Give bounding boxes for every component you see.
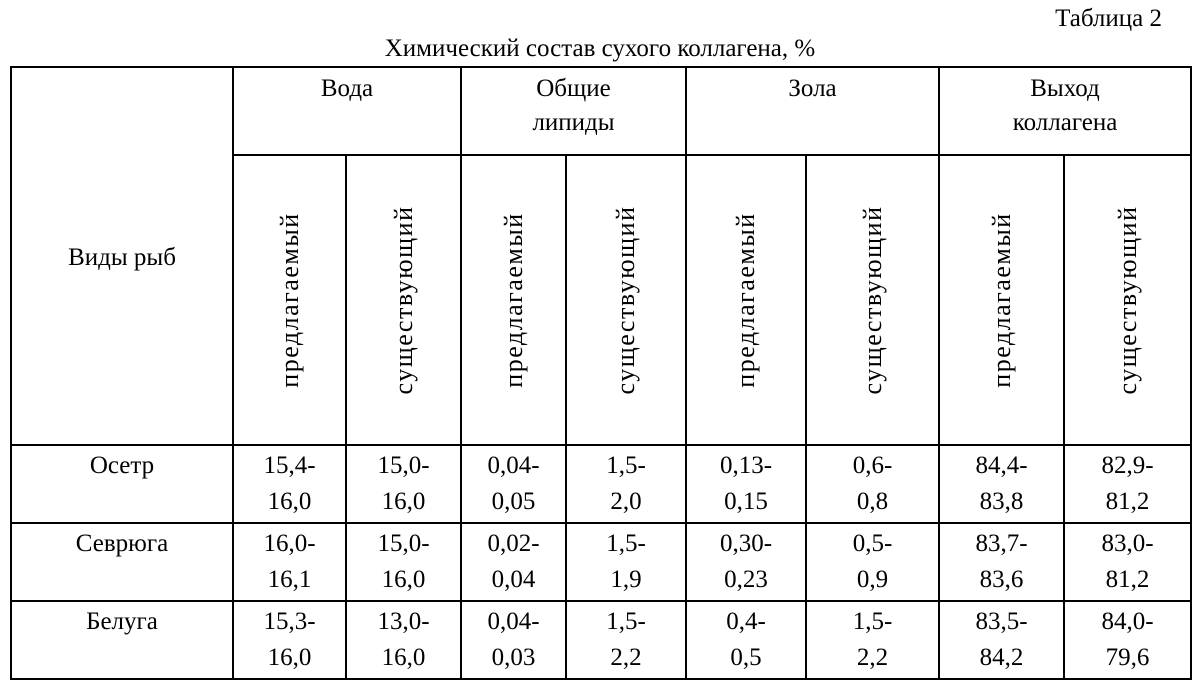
subheader-cell: существующий xyxy=(345,154,462,446)
subheader-label: предлагаемый xyxy=(274,212,304,388)
subheader-label: существующий xyxy=(611,205,640,395)
value-cell: 15,4- 16,0 xyxy=(232,444,347,524)
value-cell: 84,0- 79,6 xyxy=(1063,600,1193,680)
value-cell: 16,0- 16,1 xyxy=(232,522,347,602)
value-cell: 0,5- 0,9 xyxy=(805,522,941,602)
subheader-cell: предлагаемый xyxy=(938,154,1066,446)
value-cell: 13,0- 16,0 xyxy=(345,600,462,680)
value-cell: 0,13- 0,15 xyxy=(685,444,808,524)
data-table: Виды рыб Вода Общие липиды Зола Выход ко… xyxy=(10,66,1193,680)
subheader-label: предлагаемый xyxy=(498,212,528,388)
table-row: Осетр 15,4- 16,0 15,0- 16,0 0,04- 0,05 1… xyxy=(10,444,1193,524)
value-cell: 15,0- 16,0 xyxy=(345,522,462,602)
subheader-cell: существующий xyxy=(1063,154,1193,446)
group-header-lipids: Общие липиды xyxy=(459,66,688,156)
subheader-label: предлагаемый xyxy=(731,212,761,388)
value-cell: 0,04- 0,03 xyxy=(460,600,567,680)
species-cell: Осетр xyxy=(10,444,234,524)
value-cell: 0,04- 0,05 xyxy=(460,444,567,524)
value-cell: 1,5- 2,2 xyxy=(564,600,688,680)
subheader-label: существующий xyxy=(857,205,887,395)
value-cell: 1,5- 1,9 xyxy=(564,522,688,602)
subheader-cell: предлагаемый xyxy=(232,154,347,446)
species-cell: Белуга xyxy=(10,600,234,680)
value-cell: 15,3- 16,0 xyxy=(232,600,347,680)
table-number-label: Таблица 2 xyxy=(1055,5,1162,32)
subheader-label: существующий xyxy=(388,205,418,395)
group-header-row: Виды рыб Вода Общие липиды Зола Выход ко… xyxy=(10,66,1193,446)
subheader-cell: предлагаемый xyxy=(685,154,808,446)
table-row: Белуга 15,3- 16,0 13,0- 16,0 0,04- 0,03 … xyxy=(10,600,1193,680)
species-header-cell: Виды рыб xyxy=(10,66,234,446)
group-header-yield: Выход коллагена xyxy=(938,66,1193,156)
value-cell: 15,0- 16,0 xyxy=(345,444,462,524)
subheader-cell: существующий xyxy=(805,154,941,446)
value-cell: 0,30- 0,23 xyxy=(685,522,808,602)
subheader-cell: существующий xyxy=(564,154,688,446)
value-cell: 83,0- 81,2 xyxy=(1063,522,1193,602)
value-cell: 83,5- 84,2 xyxy=(938,600,1066,680)
species-cell: Севрюга xyxy=(10,522,234,602)
table-title: Химический состав сухого коллагена, % xyxy=(384,35,816,62)
subheader-label: предлагаемый xyxy=(986,212,1016,388)
subheader-row: предлагаемый существующий предлагаемый с… xyxy=(11,154,1193,446)
value-cell: 83,7- 83,6 xyxy=(938,522,1066,602)
group-header-water: Вода xyxy=(232,66,462,156)
subheader-label: существующий xyxy=(1112,205,1142,395)
value-cell: 0,02- 0,04 xyxy=(460,522,567,602)
table-row: Севрюга 16,0- 16,1 15,0- 16,0 0,02- 0,04… xyxy=(10,522,1193,602)
group-header-ash: Зола xyxy=(685,66,941,156)
value-cell: 82,9- 81,2 xyxy=(1063,444,1193,524)
value-cell: 1,5- 2,2 xyxy=(805,600,941,680)
value-cell: 84,4- 83,8 xyxy=(938,444,1066,524)
subheader-cell: предлагаемый xyxy=(460,154,567,446)
value-cell: 0,6- 0,8 xyxy=(805,444,941,524)
document-page: Таблица 2 Химический состав сухого колла… xyxy=(10,5,1193,680)
value-cell: 1,5- 2,0 xyxy=(564,444,688,524)
value-cell: 0,4- 0,5 xyxy=(685,600,808,680)
